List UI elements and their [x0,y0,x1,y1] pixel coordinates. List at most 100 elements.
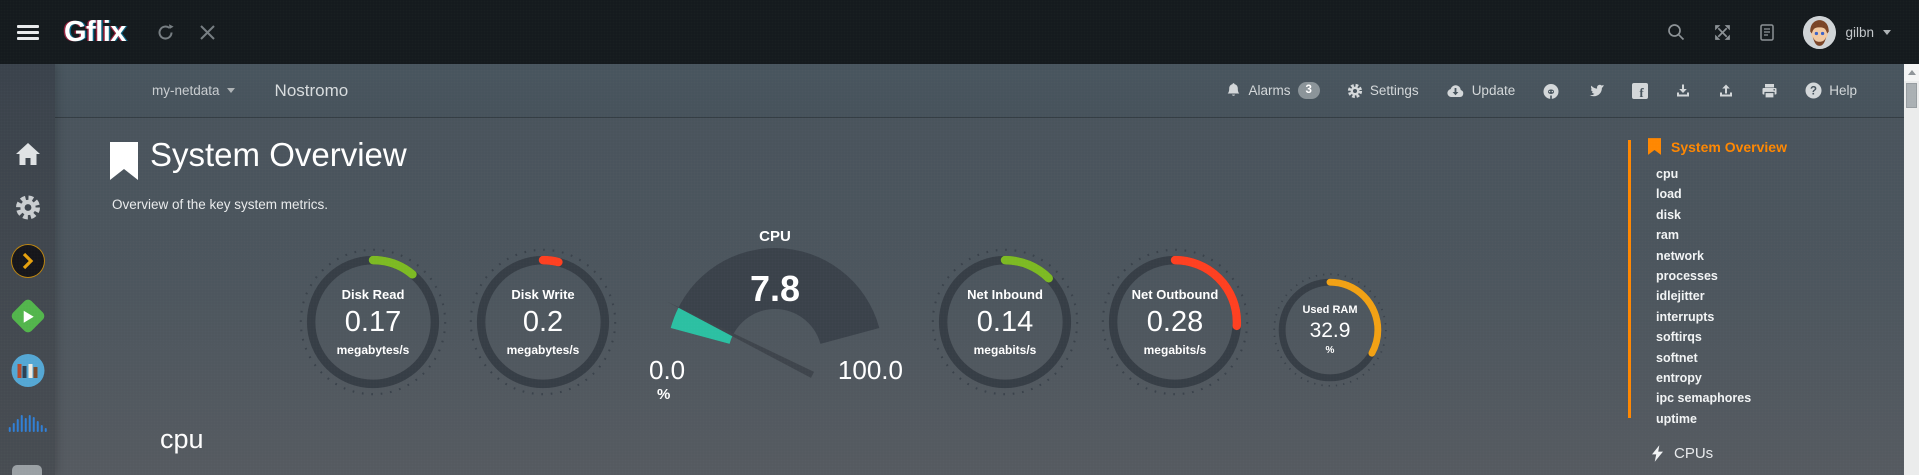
facebook-icon[interactable]: f [1632,82,1649,99]
user-menu[interactable]: gilbn [1803,15,1891,49]
gauge-disk-read[interactable]: Disk Read 0.17 megabytes/s [298,247,448,397]
caret-down-icon [1883,29,1891,35]
menu-item[interactable]: softirqs [1656,330,1702,345]
menu-subitems: cpu load disk ram network processes idlejitter… [1628,164,1900,429]
soundwave-icon[interactable] [8,414,47,432]
gauge-unit: % [1325,345,1335,356]
twitter-icon[interactable] [1587,83,1605,98]
gauge-value: 0.14 [976,306,1034,338]
gauge-max: 100.0 [837,355,903,385]
menu-item[interactable]: load [1656,187,1682,202]
menu-item[interactable]: entropy [1656,371,1702,386]
gauge-net-outbound[interactable]: Net Outbound 0.28 megabits/s [1100,247,1250,397]
active-menu-label: System Overview [1671,138,1787,155]
caret-down-icon [226,88,235,93]
right-menu: System Overview cpu load disk ram network pro… [1628,138,1900,462]
gauge-title: Net Outbound [1131,287,1219,302]
menu-item[interactable]: ram [1656,228,1679,243]
gauge-value: 0.2 [522,306,564,338]
gauge-unit: megabits/s [1143,343,1207,357]
emby-icon[interactable] [9,297,46,335]
gauge-unit: megabytes/s [336,343,410,357]
partial-app-icon[interactable] [12,465,42,475]
gauge-unit: megabytes/s [506,343,580,357]
menu-item[interactable]: processes [1656,269,1718,284]
alarms-badge: 3 [1297,81,1320,100]
gauge-unit: % [657,386,671,403]
upload-snapshot-icon[interactable] [1718,83,1734,99]
gauge-value: 32.9 [1309,319,1351,342]
app-sidebar [0,64,55,475]
cloud-download-icon [1447,85,1463,97]
settings-label: Settings [1369,83,1419,98]
settings-button[interactable]: Settings [1347,83,1419,99]
avatar[interactable] [1803,15,1837,49]
menu-item[interactable]: ipc semaphores [1656,391,1752,406]
help-button[interactable]: ? Help [1805,82,1857,99]
gauge-value: 0.28 [1146,306,1204,338]
scrollbar[interactable] [1904,64,1919,475]
bookmark-icon [110,142,138,180]
gauge-title: Used RAM [1302,304,1358,316]
search-icon[interactable] [1666,22,1686,42]
gauge-title: CPU [759,228,791,245]
alarms-button[interactable]: Alarms 3 [1226,81,1320,100]
close-icon[interactable] [199,24,216,41]
gauge-title: Net Inbound [967,287,1043,302]
menu-item-system-overview[interactable]: System Overview [1628,138,1900,155]
question-icon: ? [1805,82,1822,99]
home-icon[interactable] [15,142,41,166]
menu-item[interactable]: interrupts [1656,309,1715,324]
update-label: Update [1471,83,1516,98]
changelog-icon[interactable] [1759,23,1776,42]
section-title: System Overview [150,136,407,173]
gauge-net-inbound[interactable]: Net Inbound 0.14 megabits/s [930,247,1080,397]
menu-item[interactable]: idlejitter [1656,289,1705,304]
hostname-title: Nostromo [274,80,349,100]
help-label: Help [1829,83,1857,98]
settings-gear-icon[interactable] [14,194,41,221]
refresh-icon[interactable] [156,23,175,42]
cpus-menu-label: CPUs [1674,445,1714,463]
menu-item[interactable]: disk [1656,207,1682,222]
next-section-title: cpu [160,424,204,454]
menu-item[interactable]: network [1656,248,1704,263]
plex-icon[interactable] [10,244,45,278]
bell-icon [1228,83,1240,97]
gauge-value: 0.17 [344,306,402,338]
scrollbar-thumb[interactable] [1906,83,1917,108]
bookmark-icon [1648,138,1661,155]
help-glyph: ? [1810,86,1817,98]
facebook-glyph: f [1640,85,1645,99]
gauge-min: 0.0 [649,355,686,385]
menu-toggle-icon[interactable] [0,24,55,40]
menu-item[interactable]: softnet [1656,350,1698,365]
gauge-disk-write[interactable]: Disk Write 0.2 megabytes/s [468,247,618,397]
navbar: my-netdata Nostromo Alarms 3 Settings Up… [0,64,1919,118]
print-icon[interactable] [1761,83,1778,99]
username: gilbn [1845,24,1874,40]
gauge-used-ram[interactable]: Used RAM 32.9 % [1272,272,1388,388]
brand-logo[interactable]: Gflix [64,15,126,48]
host-dropdown[interactable]: my-netdata [152,83,235,98]
lightning-icon [1652,445,1663,463]
github-icon[interactable] [1542,82,1560,100]
fullscreen-icon[interactable] [1713,23,1732,42]
menu-item[interactable]: uptime [1656,411,1697,426]
gauge-title: Disk Write [511,287,575,302]
scroll-up-button[interactable] [1904,64,1919,81]
section-subtitle: Overview of the key system metrics. [112,197,329,212]
alarms-label: Alarms [1248,82,1291,98]
download-snapshot-icon[interactable] [1675,83,1691,99]
update-button[interactable]: Update [1446,83,1516,98]
gauge-value: 7.8 [749,268,801,309]
gauge-title: Disk Read [341,287,405,302]
host-dropdown-label: my-netdata [152,83,220,98]
gauge-unit: megabits/s [973,343,1037,357]
gauge-cpu[interactable]: CPU 7.8 0.0 100.0 % [645,216,905,406]
gear-icon [1347,83,1363,98]
menu-item-cpus[interactable]: CPUs [1628,445,1900,462]
library-icon[interactable] [11,354,44,387]
menu-item[interactable]: cpu [1656,167,1679,181]
